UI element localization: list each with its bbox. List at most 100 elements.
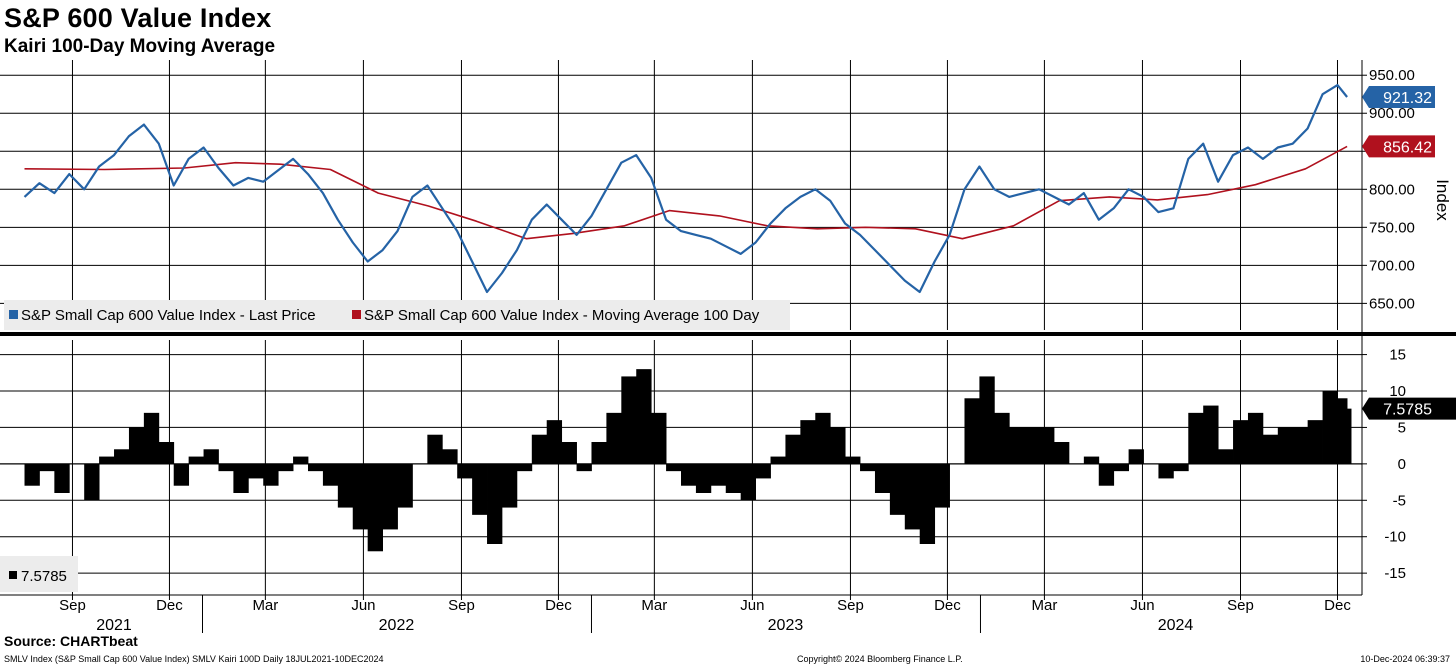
kairi-bar bbox=[1292, 427, 1309, 464]
ma-100-line bbox=[24, 145, 1348, 240]
kairi-bar bbox=[919, 463, 936, 544]
grid-lines bbox=[0, 60, 1362, 595]
callout-box bbox=[1362, 86, 1435, 109]
kairi-bar bbox=[99, 456, 115, 464]
kairi-bar bbox=[785, 434, 801, 464]
month-label: Sep bbox=[448, 597, 475, 614]
legend-swatch-price bbox=[9, 310, 18, 319]
kairi-bar bbox=[516, 463, 533, 472]
kairi-bar bbox=[397, 463, 413, 508]
kairi-bar bbox=[1322, 391, 1338, 464]
kairi-bar bbox=[487, 463, 503, 544]
kairi-bar bbox=[710, 463, 727, 486]
kairi-bar bbox=[442, 449, 458, 464]
kairi-bar bbox=[1113, 463, 1130, 472]
kairi-bar bbox=[1098, 463, 1115, 486]
kairi-bar bbox=[531, 434, 548, 464]
kairi-bar bbox=[218, 463, 234, 472]
kairi-bar bbox=[561, 442, 577, 464]
kairi-bar bbox=[278, 463, 294, 472]
kairi-bar bbox=[263, 463, 279, 486]
kairi-bar bbox=[472, 463, 488, 515]
footer-description: SMLV Index (S&P Small Cap 600 Value Inde… bbox=[4, 654, 384, 664]
price-ytick-label: 700.00 bbox=[1369, 257, 1415, 274]
kairi-bar bbox=[307, 463, 324, 472]
kairi-bar bbox=[1233, 420, 1249, 464]
kairi-bar bbox=[1054, 442, 1070, 464]
kairi-bar bbox=[1188, 412, 1204, 464]
callout-value: 921.32 bbox=[1383, 90, 1432, 107]
month-label: Sep bbox=[837, 597, 864, 614]
footer-copyright: Copyright© 2024 Bloomberg Finance L.P. bbox=[797, 654, 963, 664]
kairi-bar bbox=[800, 420, 816, 464]
panel-separator bbox=[0, 332, 1456, 336]
kairi-bar bbox=[1173, 463, 1189, 472]
callout-box bbox=[1362, 135, 1435, 158]
kairi-bar bbox=[322, 463, 339, 486]
kairi-bar bbox=[815, 412, 831, 464]
axis-labels: Sep Dec Mar Jun Sep Dec Mar Jun Sep Dec Mar Jun Sep D… bbox=[59, 67, 1456, 634]
kairi-ytick-label: -10 bbox=[1384, 529, 1406, 546]
kairi-bar bbox=[681, 463, 697, 486]
kairi-bar bbox=[203, 449, 219, 464]
month-label: Jun bbox=[351, 597, 375, 614]
price-ytick-label: 950.00 bbox=[1369, 67, 1415, 84]
kairi-bar bbox=[889, 463, 906, 515]
legend-label-price: S&P Small Cap 600 Value Index - Last Pri… bbox=[21, 307, 316, 324]
chart-title: S&P 600 Value Index bbox=[4, 3, 272, 33]
kairi-ytick-label: -5 bbox=[1393, 492, 1406, 509]
kairi-bar bbox=[860, 463, 876, 472]
kairi-bar bbox=[233, 463, 249, 493]
kairi-bar bbox=[1083, 456, 1100, 464]
kairi-bar bbox=[725, 463, 742, 493]
kairi-bar bbox=[606, 412, 622, 464]
ma-callout: 856.42 bbox=[1362, 135, 1435, 158]
kairi-bar bbox=[546, 420, 563, 464]
kairi-bar bbox=[143, 412, 160, 464]
kairi-bar bbox=[1009, 427, 1025, 464]
kairi-callout: 7.5785 bbox=[1362, 397, 1456, 420]
kairi-bar bbox=[1347, 408, 1352, 464]
month-label: Dec bbox=[934, 597, 961, 614]
month-label: Sep bbox=[1227, 597, 1254, 614]
kairi-bar bbox=[1337, 398, 1348, 464]
kairi-bar bbox=[114, 449, 130, 464]
kairi-bar bbox=[874, 463, 891, 493]
last-price-callout: 921.32 bbox=[1362, 86, 1435, 109]
month-label: Mar bbox=[1031, 597, 1057, 614]
kairi-bar bbox=[1307, 420, 1323, 464]
kairi-bar bbox=[755, 463, 771, 479]
kairi-bar bbox=[770, 456, 786, 464]
kairi-bar bbox=[173, 463, 190, 486]
kairi-bar bbox=[382, 463, 398, 530]
month-label: Dec bbox=[156, 597, 183, 614]
kairi-bar bbox=[651, 412, 667, 464]
price-lines bbox=[23, 83, 1348, 294]
kairi-bar bbox=[427, 434, 443, 464]
kairi-bar bbox=[1277, 427, 1294, 464]
kairi-bar bbox=[158, 442, 175, 464]
year-label: 2023 bbox=[768, 617, 804, 634]
kairi-bar bbox=[591, 442, 607, 464]
kairi-ytick-label: 15 bbox=[1389, 347, 1406, 364]
kairi-bar bbox=[84, 463, 100, 501]
kairi-bar bbox=[293, 456, 309, 464]
month-label: Sep bbox=[59, 597, 86, 614]
kairi-bar bbox=[457, 463, 473, 479]
kairi-ytick-label: 5 bbox=[1398, 419, 1406, 436]
callout-value: 856.42 bbox=[1383, 139, 1432, 156]
month-label: Mar bbox=[641, 597, 667, 614]
source-note: Source: CHARTbeat bbox=[4, 633, 138, 649]
kairi-bar bbox=[352, 463, 369, 530]
chart-subtitle: Kairi 100-Day Moving Average bbox=[4, 36, 276, 57]
month-label: Dec bbox=[545, 597, 572, 614]
month-label: Mar bbox=[252, 597, 278, 614]
legend: S&P Small Cap 600 Value Index - Last Pri… bbox=[0, 300, 790, 592]
kairi-bar bbox=[845, 456, 861, 464]
kairi-bar bbox=[964, 398, 980, 464]
kairi-bar bbox=[1128, 449, 1144, 464]
callout-value: 7.5785 bbox=[1383, 402, 1432, 419]
month-label: Jun bbox=[740, 597, 764, 614]
kairi-bar bbox=[636, 369, 652, 464]
price-axis-title: Index bbox=[1433, 179, 1452, 221]
